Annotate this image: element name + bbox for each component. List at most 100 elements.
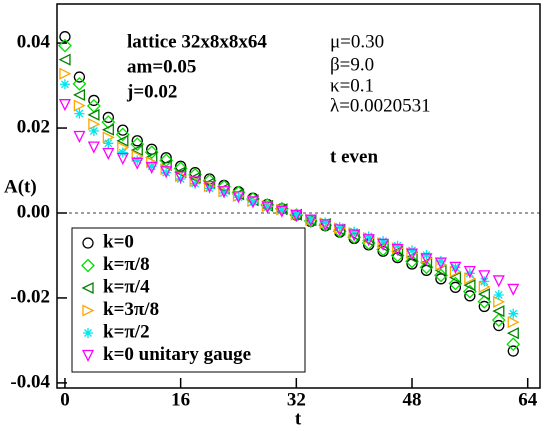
point: [262, 201, 273, 212]
point: [203, 181, 216, 194]
point: [219, 188, 230, 199]
point: [102, 111, 114, 124]
point: [435, 273, 447, 285]
x-tick-label: 32: [287, 389, 306, 410]
point: [507, 316, 520, 329]
legend-label: k=π/2: [103, 321, 150, 342]
point: [449, 261, 462, 274]
point: [391, 243, 404, 256]
legend-label: k=3π/8: [103, 299, 159, 320]
point: [190, 178, 201, 189]
point: [421, 250, 432, 261]
point: [58, 53, 71, 66]
point: [159, 158, 172, 172]
point: [72, 88, 86, 101]
point: [507, 345, 519, 357]
point: [247, 196, 258, 207]
point: [508, 308, 519, 319]
point: [492, 305, 505, 318]
x-tick-label: 0: [60, 389, 70, 410]
point: [477, 294, 492, 309]
point: [463, 265, 476, 279]
point: [131, 157, 144, 170]
point: [117, 124, 129, 136]
point: [435, 255, 446, 266]
legend-marker: [81, 281, 94, 295]
y-tick-label: 0.00: [17, 201, 50, 222]
point: [115, 127, 130, 142]
point: [464, 290, 476, 302]
point: [73, 71, 86, 83]
legend-label: k=0: [103, 231, 134, 252]
point: [419, 260, 434, 275]
point: [362, 234, 375, 247]
point: [392, 240, 403, 251]
point: [276, 205, 287, 216]
point: [117, 147, 128, 158]
point: [291, 209, 302, 220]
y-tick-label: -0.04: [10, 371, 50, 392]
point: [101, 115, 116, 130]
point: [116, 152, 129, 166]
point: [493, 289, 504, 300]
point: [449, 281, 462, 293]
point: [420, 253, 433, 266]
point: [506, 337, 521, 352]
legend-box: [71, 227, 306, 373]
point: [174, 171, 187, 184]
point: [130, 144, 143, 157]
point: [189, 176, 202, 189]
point: [450, 262, 461, 273]
point: [130, 137, 145, 152]
legend-marker: [82, 304, 95, 317]
point: [87, 108, 100, 121]
point: [132, 155, 143, 166]
point: [59, 67, 72, 80]
x-tick-label: 16: [171, 389, 190, 410]
point: [333, 224, 346, 237]
x-tick-label: 48: [403, 389, 422, 410]
point: [434, 268, 448, 283]
point: [275, 205, 288, 218]
point: [506, 327, 519, 340]
annotation: λ=0.0020531: [330, 95, 431, 116]
point: [507, 283, 520, 296]
point: [175, 174, 186, 185]
legend-label: k=π/8: [103, 254, 150, 275]
point: [160, 166, 173, 179]
point: [101, 123, 114, 136]
point: [405, 254, 419, 269]
point: [405, 248, 419, 261]
point: [290, 209, 303, 222]
point: [246, 196, 259, 209]
legend-label: k=0 unitary gauge: [103, 344, 251, 365]
point: [493, 319, 505, 332]
y-tick-label: -0.02: [10, 286, 50, 307]
point: [348, 229, 361, 242]
annotation: t even: [330, 146, 378, 167]
point: [102, 147, 115, 160]
annotation: κ=0.1: [330, 75, 374, 96]
point: [319, 219, 332, 232]
point: [161, 167, 172, 178]
point: [217, 186, 231, 199]
point: [87, 141, 100, 154]
point: [492, 275, 505, 288]
y-axis-label: A(t): [4, 176, 37, 197]
point: [261, 201, 274, 214]
y-tick-label: 0.04: [17, 31, 51, 52]
annotation: am=0.05: [127, 56, 196, 77]
point: [363, 231, 374, 242]
point: [131, 135, 143, 147]
point: [320, 217, 331, 228]
point: [204, 183, 215, 194]
point: [448, 271, 462, 284]
point: [378, 236, 389, 247]
point: [391, 251, 404, 264]
point: [448, 276, 463, 291]
point: [59, 79, 70, 90]
y-tick-label: 0.02: [17, 116, 50, 137]
point: [305, 214, 316, 225]
point: [145, 161, 158, 174]
